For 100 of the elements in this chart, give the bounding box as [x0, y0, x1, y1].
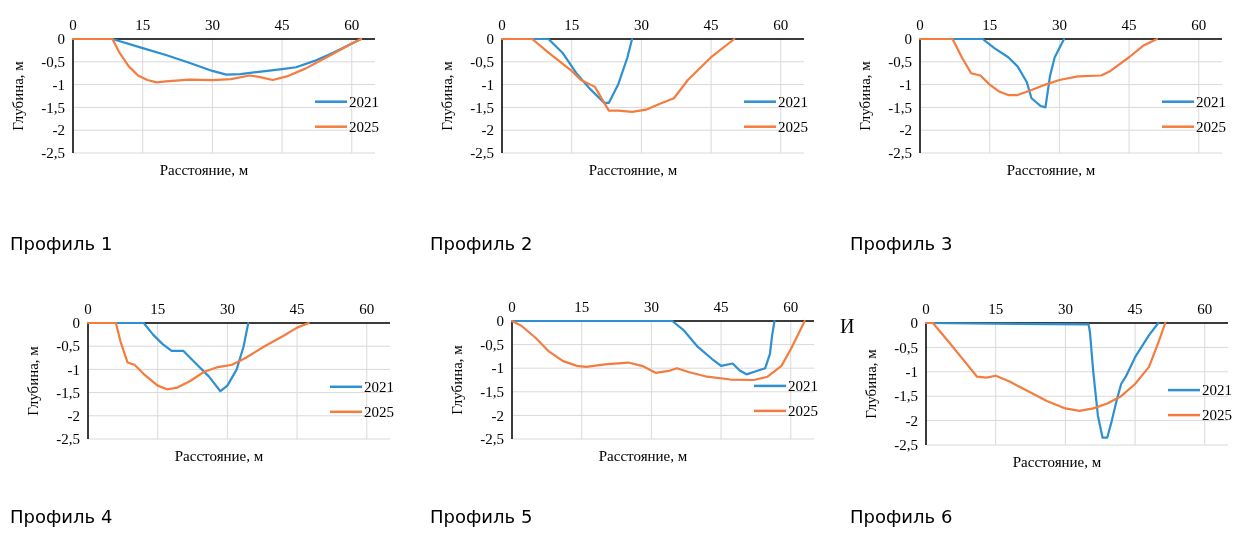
legend-label: 2021	[349, 93, 379, 110]
x-tick-label: 30	[219, 301, 235, 317]
text: Профиль 2	[430, 233, 533, 254]
x-tick-label: 45	[713, 299, 729, 315]
y-tick-label: -2,5	[41, 145, 65, 162]
y-tick-label: -0,5	[470, 54, 494, 71]
x-tick-label: 15	[135, 17, 151, 33]
x-tick-label: 45	[289, 301, 305, 317]
text: Профиль 5	[430, 506, 533, 527]
y-tick-label: -2,5	[470, 145, 494, 162]
legend-label: 2021	[1202, 382, 1232, 399]
y-tick-label: -2,5	[888, 145, 912, 162]
y-tick-label: -0,5	[894, 339, 918, 356]
y-tick-label: -2,5	[894, 437, 918, 454]
y-tick-label: 0	[486, 31, 494, 48]
line-series	[510, 319, 776, 376]
y-tick-label: -1,5	[888, 99, 912, 116]
y-tick-label: 0	[57, 31, 65, 48]
line-series	[500, 37, 736, 114]
x-tick-label: 15	[982, 17, 998, 33]
line-series	[71, 37, 363, 84]
y-axis-title: Глубина, м	[863, 348, 879, 419]
legend-label: 2021	[1196, 93, 1226, 110]
text: И	[840, 314, 855, 337]
legend-label: 2021	[364, 379, 394, 396]
y-tick-label: -0,5	[41, 54, 65, 71]
legend-label: 2025	[788, 403, 818, 420]
x-tick-label: 30	[1057, 301, 1073, 317]
y-tick-label: -1	[491, 360, 504, 377]
y-tick-label: -2	[481, 122, 494, 139]
y-tick-label: -2	[491, 407, 504, 424]
x-tick-label: 15	[564, 17, 580, 33]
line-series	[510, 319, 806, 382]
x-tick-label: 0	[922, 301, 930, 317]
x-tick-label: 15	[988, 301, 1004, 317]
y-tick-label: 0	[910, 315, 918, 332]
text: Профиль 3	[850, 233, 953, 254]
y-tick-label: -1	[905, 364, 918, 381]
y-tick-label: -2,5	[480, 431, 504, 448]
legend-label: 2025	[349, 118, 379, 135]
y-tick-label: 0	[72, 315, 80, 332]
y-tick-label: -0,5	[480, 336, 504, 353]
x-axis-title: Расстояние, м	[159, 162, 249, 178]
y-tick-label: -1,5	[41, 99, 65, 116]
legend-label: 2025	[1202, 407, 1232, 424]
line-series	[918, 37, 1159, 97]
legend-label: 2021	[788, 378, 818, 395]
y-tick-label: -1	[899, 76, 912, 93]
legend-label: 2021	[778, 93, 808, 110]
legend-label: 2025	[364, 404, 394, 421]
y-tick-label: -0,5	[56, 338, 80, 355]
y-axis-title: Глубина, м	[25, 345, 41, 416]
y-tick-label: -2	[67, 408, 80, 425]
y-axis-title: Глубина, м	[10, 60, 26, 131]
y-tick-label: -1	[481, 76, 494, 93]
y-tick-label: 0	[904, 31, 912, 48]
x-tick-label: 45	[274, 17, 290, 33]
x-tick-label: 60	[1197, 301, 1213, 317]
y-tick-label: -2	[905, 412, 918, 429]
y-tick-label: 0	[496, 313, 504, 330]
x-tick-label: 60	[359, 301, 375, 317]
x-tick-label: 30	[633, 17, 649, 33]
y-tick-label: -2	[52, 122, 65, 139]
x-axis-title: Расстояние, м	[1006, 162, 1096, 178]
y-axis-title: Глубина, м	[439, 60, 455, 131]
y-tick-label: -1	[67, 361, 80, 378]
x-tick-label: 30	[1051, 17, 1067, 33]
x-axis-title: Расстояние, м	[174, 448, 264, 464]
y-tick-label: -1	[52, 76, 65, 93]
x-tick-label: 45	[703, 17, 719, 33]
x-tick-label: 15	[574, 299, 590, 315]
x-tick-label: 60	[773, 17, 789, 33]
y-tick-label: -2,5	[56, 431, 80, 448]
y-tick-label: -1,5	[894, 388, 918, 405]
x-tick-label: 15	[150, 301, 166, 317]
x-axis-title: Расстояние, м	[598, 448, 688, 464]
text: Профиль 6	[850, 506, 953, 527]
x-tick-label: 0	[508, 299, 516, 315]
text: Профиль 4	[10, 506, 113, 527]
y-tick-label: -2	[899, 122, 912, 139]
x-tick-label: 45	[1121, 17, 1137, 33]
x-tick-label: 45	[1127, 301, 1143, 317]
y-axis-title: Глубина, м	[857, 60, 873, 131]
x-axis-title: Расстояние, м	[1012, 454, 1102, 470]
x-tick-label: 60	[1191, 17, 1207, 33]
y-tick-label: -0,5	[888, 54, 912, 71]
line-series	[86, 321, 310, 391]
x-tick-label: 30	[204, 17, 220, 33]
legend-label: 2025	[778, 118, 808, 135]
line-series	[924, 321, 1167, 412]
legend-label: 2025	[1196, 118, 1226, 135]
y-tick-label: -1,5	[470, 99, 494, 116]
x-tick-label: 30	[643, 299, 659, 315]
text: Профиль 1	[10, 233, 113, 254]
y-tick-label: -1,5	[56, 384, 80, 401]
y-tick-label: -1,5	[480, 384, 504, 401]
x-tick-label: 60	[783, 299, 799, 315]
x-axis-title: Расстояние, м	[588, 162, 678, 178]
x-tick-label: 60	[344, 17, 360, 33]
y-axis-title: Глубина, м	[449, 344, 465, 415]
